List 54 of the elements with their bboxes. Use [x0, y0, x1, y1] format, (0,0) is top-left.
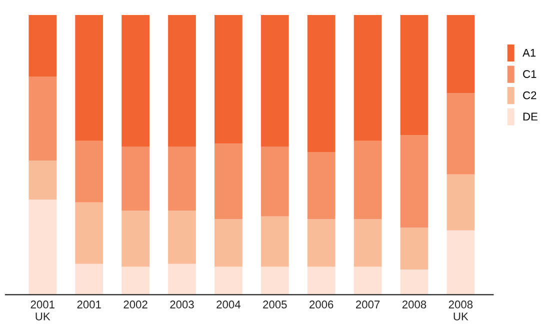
legend-label: C2: [523, 91, 536, 100]
x-tick-label: 2002: [124, 300, 148, 308]
bar: [400, 270, 428, 295]
x-tick-label: 2006: [310, 300, 334, 308]
x-tick-label: 2001: [77, 300, 101, 308]
bar: [214, 14, 242, 144]
bar: [446, 14, 475, 94]
bar: [28, 200, 57, 295]
bar: [260, 266, 289, 295]
bar: [214, 144, 242, 220]
x-tick-label: 2004: [216, 300, 240, 308]
x-tick-label: 2008: [402, 300, 426, 308]
legend-label: A1: [522, 48, 536, 57]
bar: [260, 14, 289, 146]
bar: [354, 266, 382, 295]
bar: [354, 14, 382, 141]
bar: [75, 14, 104, 141]
bar: [168, 146, 196, 211]
x-tick-label: 2008 UK: [448, 300, 473, 320]
bar: [168, 210, 196, 264]
bar: [400, 228, 428, 270]
bar: [28, 160, 57, 200]
legend-label: DE: [523, 112, 538, 120]
bar: [75, 264, 104, 295]
bar: [260, 146, 289, 216]
legend-label: C1: [523, 70, 536, 78]
bar: [354, 219, 382, 267]
bar: [446, 174, 475, 230]
bar: [28, 76, 57, 160]
bar: [168, 264, 196, 295]
bar: [214, 219, 242, 267]
bar: [307, 152, 336, 220]
bar: [400, 135, 428, 228]
x-tick-label: 2001 UK: [30, 300, 54, 320]
x-tick-label: 2003: [170, 300, 194, 308]
bar: [307, 266, 336, 295]
bar: [307, 14, 336, 152]
bar: [122, 146, 150, 211]
x-tick-label: 2005: [263, 300, 287, 308]
bar: [400, 14, 428, 136]
x-tick-label: 2007: [356, 300, 380, 308]
bar: [28, 14, 57, 77]
bar: [122, 210, 150, 267]
bar: [168, 14, 196, 146]
bar: [75, 140, 104, 202]
bar: [260, 216, 289, 267]
bar: [75, 202, 104, 264]
bar: [122, 266, 150, 295]
bar: [446, 93, 475, 174]
bar: [307, 219, 336, 267]
bar: [122, 14, 150, 146]
bar: [446, 230, 475, 295]
bar: [214, 266, 242, 295]
bar: [354, 140, 382, 220]
